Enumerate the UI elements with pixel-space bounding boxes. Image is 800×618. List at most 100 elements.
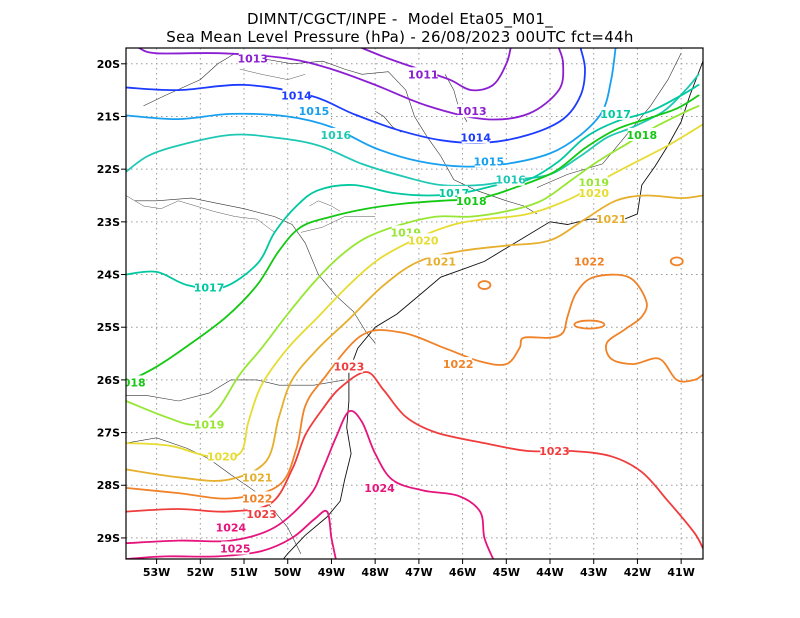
x-tick-label: 47W xyxy=(405,566,432,579)
contour-label-bg xyxy=(579,175,608,189)
contour-label: 1013 xyxy=(237,53,268,66)
contour-label-bg xyxy=(238,51,267,65)
contour-label: 1013 xyxy=(456,105,487,118)
contour-label: 1016 xyxy=(321,129,352,142)
contour-1024 xyxy=(126,410,495,559)
contour-label: 1022 xyxy=(574,255,605,268)
contour-label: 1024 xyxy=(364,482,395,495)
y-tick-label: 23S xyxy=(97,216,120,229)
contour-1015 xyxy=(126,48,617,168)
contour-1022-closed xyxy=(477,280,492,290)
contour-label-bg xyxy=(126,375,145,389)
contour-1020 xyxy=(126,123,703,459)
contour-label-bg xyxy=(627,127,656,141)
contour-label: 1014 xyxy=(460,132,491,145)
contour-label-bg xyxy=(365,480,394,494)
contour-label-bg xyxy=(457,193,486,207)
contour-label: 1014 xyxy=(281,89,312,102)
contour-label-bg xyxy=(575,254,604,268)
contour-1025 xyxy=(126,509,337,559)
river-line xyxy=(300,216,376,233)
contour-label: 1023 xyxy=(334,361,365,374)
x-tick-label: 42W xyxy=(624,566,651,579)
x-tick-label: 45W xyxy=(493,566,520,579)
x-tick-label: 43W xyxy=(580,566,607,579)
contour-label-bg xyxy=(221,541,250,555)
y-tick-label: 25S xyxy=(97,321,120,334)
chart-title-source: DIMNT/CGCT/INPE - Model Eta05_M01_ xyxy=(247,10,553,28)
contour-label-bg xyxy=(579,185,608,199)
contour-label: 1015 xyxy=(299,105,330,118)
x-tick-label: 53W xyxy=(143,566,170,579)
contour-label-bg xyxy=(409,67,438,81)
contour-1023 xyxy=(126,371,703,550)
x-tick-label: 41W xyxy=(667,566,694,579)
contour-1022-closed xyxy=(573,319,606,330)
contour-label-bg xyxy=(299,104,328,118)
contour-label-bg xyxy=(243,491,272,505)
grid-lines xyxy=(126,48,703,559)
contour-label-bg xyxy=(457,104,486,118)
y-tick-label: 27S xyxy=(97,427,120,440)
x-tick-label: 50W xyxy=(274,566,301,579)
contour-1016 xyxy=(126,73,700,187)
contour-label: 1022 xyxy=(242,492,273,505)
x-tick-label: 44W xyxy=(536,566,563,579)
contour-label-bg xyxy=(334,359,363,373)
contour-label-bg xyxy=(540,444,569,458)
contour-1022 xyxy=(126,273,703,500)
contour-label-bg xyxy=(321,127,350,141)
y-tick-label: 26S xyxy=(97,374,120,387)
contour-label: 1023 xyxy=(246,508,277,521)
x-tick-label: 46W xyxy=(449,566,476,579)
contour-label-bg xyxy=(444,357,473,371)
river-line xyxy=(239,68,306,80)
contour-label-bg xyxy=(216,520,245,534)
contour-1019 xyxy=(126,105,700,426)
y-tick-label: 29S xyxy=(97,532,120,545)
contour-label: 1020 xyxy=(207,450,238,463)
contour-label: 1020 xyxy=(578,187,609,200)
x-tick-label: 49W xyxy=(318,566,345,579)
contour-label-bg xyxy=(426,254,455,268)
contour-1018 xyxy=(126,94,700,384)
contour-label-bg xyxy=(474,154,503,168)
contour-label-bg xyxy=(409,233,438,247)
contour-1022-closed xyxy=(669,256,684,267)
contour-label: 1021 xyxy=(425,255,456,268)
contour-label-bg xyxy=(195,280,224,294)
contour-1013 xyxy=(138,48,565,121)
contour-label: 1020 xyxy=(408,234,439,247)
contour-labels: 1013 1011 1013 1014 1014 1015 1015 1016 1016 1017… xyxy=(126,51,657,555)
x-tick-label: 51W xyxy=(230,566,257,579)
contour-label: 1017 xyxy=(194,282,225,295)
contour-label: 1022 xyxy=(443,358,474,371)
map-boundaries xyxy=(126,53,703,559)
contour-label: 1021 xyxy=(242,471,273,484)
contour-label: 1023 xyxy=(539,445,570,458)
contour-1017 xyxy=(126,84,700,291)
contour-label-bg xyxy=(496,172,525,186)
state-border xyxy=(261,58,538,215)
contour-label: 1017 xyxy=(600,108,631,121)
contour-label-bg xyxy=(282,88,311,102)
y-tick-label: 24S xyxy=(97,269,120,282)
plot-frame xyxy=(125,47,704,560)
river-line xyxy=(126,195,275,233)
y-tick-label: 21S xyxy=(97,110,120,123)
contour-lines xyxy=(126,48,703,559)
contour-label: 1018 xyxy=(626,129,657,142)
contour-label: 1021 xyxy=(596,213,627,226)
x-axis-ticks: 53W 52W 51W 50W 49W 48W 47W 46W 45W 44W 43W 42W 41W xyxy=(143,559,695,579)
x-tick-label: 52W xyxy=(187,566,214,579)
contour-label-bg xyxy=(601,106,630,120)
contour-label: 1011 xyxy=(408,68,439,81)
contour-label: 1024 xyxy=(216,521,247,534)
y-axis-ticks: 20S 21S 22S 23S 24S 25S 26S 27S 28S 29S xyxy=(97,58,126,545)
contour-1014 xyxy=(126,48,586,144)
contour-label: 1016 xyxy=(495,174,526,187)
contour-label: 1025 xyxy=(220,542,251,555)
contour-label: 1018 xyxy=(456,195,487,208)
coastline xyxy=(283,61,703,559)
